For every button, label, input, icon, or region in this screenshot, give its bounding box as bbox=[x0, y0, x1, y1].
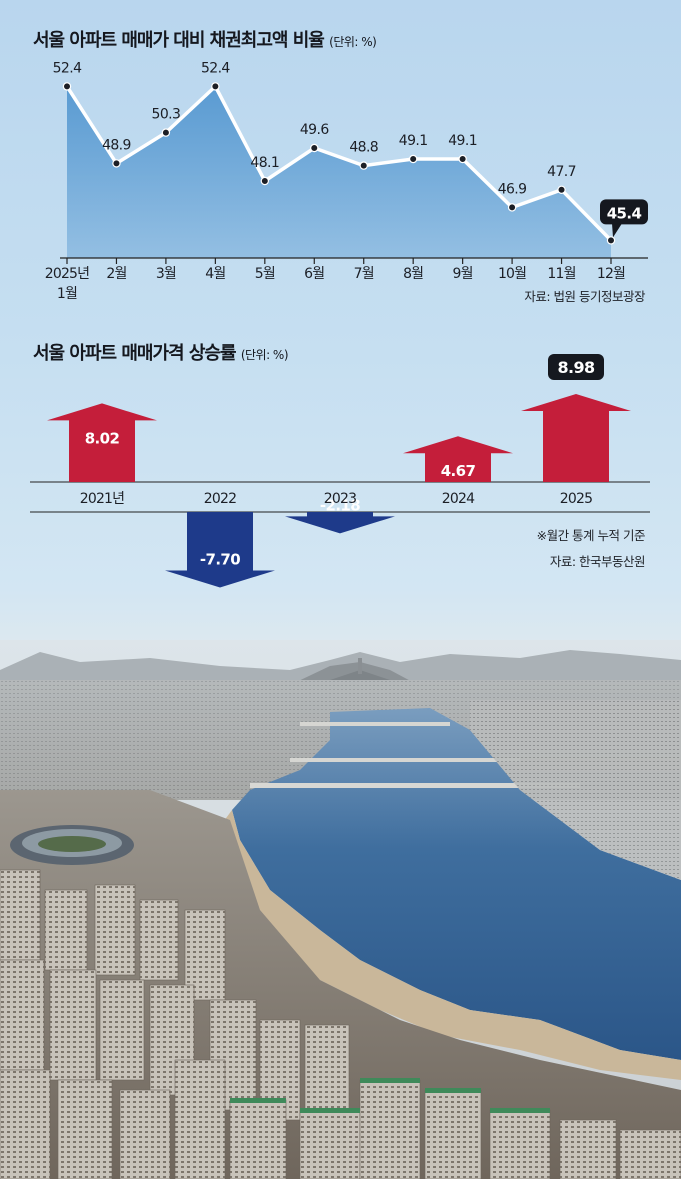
chart1-source: 자료: 법원 등기정보광장 bbox=[524, 289, 645, 304]
chart1-area bbox=[67, 86, 611, 259]
chart2-arrow-up bbox=[47, 403, 157, 482]
chart1-category-label: 2월 bbox=[106, 266, 126, 282]
chart1-category-label: 9월 bbox=[453, 266, 473, 282]
chart2-bar: 4.67 bbox=[403, 436, 513, 482]
chart1-highlight-callout: 45.4 bbox=[600, 199, 648, 238]
chart1-point bbox=[408, 154, 418, 164]
chart1-point bbox=[62, 82, 72, 91]
chart1-point bbox=[161, 128, 171, 137]
chart1-category-label: 5월 bbox=[255, 266, 275, 282]
chart1-value-label: 48.1 bbox=[250, 155, 279, 171]
chart2-title-text: 서울 아파트 매매가격 상승률 bbox=[33, 343, 237, 364]
chart2-unit: (단위: %) bbox=[240, 348, 289, 362]
chart2-value-label: -2.18 bbox=[320, 496, 360, 514]
chart2-note: ※월간 통계 누적 기준 bbox=[536, 528, 646, 543]
chart2-arrow-up bbox=[403, 436, 513, 482]
chart1-point bbox=[557, 185, 566, 194]
chart2-arrow-up bbox=[521, 393, 631, 482]
chart1-unit: (단위: %) bbox=[329, 35, 377, 49]
chart2-value-label: 8.98 bbox=[557, 358, 595, 377]
chart1-category-label: 6월 bbox=[304, 266, 324, 282]
chart1-value-label: 45.4 bbox=[607, 204, 642, 222]
chart2-value-label: 4.67 bbox=[441, 462, 476, 480]
chart1-highlight-box bbox=[600, 199, 648, 225]
chart1-point bbox=[112, 159, 121, 168]
chart2-bar: -2.18 bbox=[285, 496, 395, 534]
chart1-point bbox=[507, 203, 517, 212]
chart1-category-label: 2025년 1월 bbox=[45, 266, 90, 302]
chart1-point bbox=[260, 176, 270, 186]
chart1-value-label: 49.6 bbox=[300, 122, 329, 138]
chart2-source: 자료: 한국부동산원 bbox=[549, 554, 646, 569]
chart1-value-label: 50.3 bbox=[152, 107, 181, 123]
chart1-point bbox=[458, 154, 467, 164]
chart1-value-label: 46.9 bbox=[498, 181, 527, 197]
chart1-category-label: 8월 bbox=[403, 266, 423, 282]
chart1-category-label: 3월 bbox=[156, 266, 176, 282]
chart2-category-label: 2024 bbox=[442, 491, 475, 507]
chart2-value-label: -7.70 bbox=[200, 550, 240, 568]
chart2-value-label: 8.02 bbox=[85, 429, 120, 447]
chart1-plot: 52.4 2025년 1월 48.9 2월 50.3 3월 52.4 4월 48.1 5월 49.6 6… bbox=[45, 60, 648, 302]
chart1-line bbox=[65, 84, 613, 242]
chart2-category-label: 2022 bbox=[204, 491, 236, 507]
chart1-point bbox=[310, 143, 319, 153]
chart2-category-label: 2023 bbox=[324, 491, 356, 507]
chart1-value-label: 49.1 bbox=[448, 133, 477, 149]
chart1-highlight-pointer bbox=[612, 223, 622, 238]
chart1-category-label: 10월 bbox=[498, 266, 526, 282]
chart2-arrow-down bbox=[165, 512, 275, 588]
chart2-category-label: 2021년 bbox=[80, 491, 125, 507]
chart1-title: 서울 아파트 매매가 대비 채권최고액 비율 (단위: %) bbox=[33, 26, 377, 52]
han-river-cityscape-photo bbox=[0, 640, 681, 1179]
chart2-bar: 8.98 bbox=[521, 353, 631, 482]
chart1-value-label: 52.4 bbox=[53, 60, 82, 76]
chart2-title: 서울 아파트 매매가격 상승률 (단위: %) bbox=[33, 339, 289, 365]
chart1-category-label: 7월 bbox=[354, 266, 374, 282]
chart1-point bbox=[359, 161, 368, 170]
chart1-category-label: 4월 bbox=[205, 266, 225, 282]
chart1-point bbox=[606, 236, 616, 245]
chart2-bar: 8.02 bbox=[47, 403, 157, 482]
chart2-highlight-box bbox=[548, 353, 604, 380]
chart2-category-label: 2025 bbox=[560, 491, 592, 507]
chart1-category-label: 11월 bbox=[547, 266, 575, 282]
chart1-point bbox=[211, 82, 220, 91]
chart1-category-label: 12월 bbox=[597, 266, 625, 282]
chart1-title-text: 서울 아파트 매매가 대비 채권최고액 비율 bbox=[33, 30, 325, 51]
chart2-bar: -7.70 bbox=[165, 512, 275, 588]
chart1-value-label: 48.9 bbox=[102, 137, 131, 153]
chart1-value-label: 48.8 bbox=[349, 140, 378, 156]
chart1-value-label: 52.4 bbox=[201, 60, 230, 76]
chart1-value-label: 49.1 bbox=[399, 133, 428, 149]
chart1-value-label: 47.7 bbox=[547, 164, 576, 180]
chart2-arrow-down bbox=[285, 512, 395, 534]
